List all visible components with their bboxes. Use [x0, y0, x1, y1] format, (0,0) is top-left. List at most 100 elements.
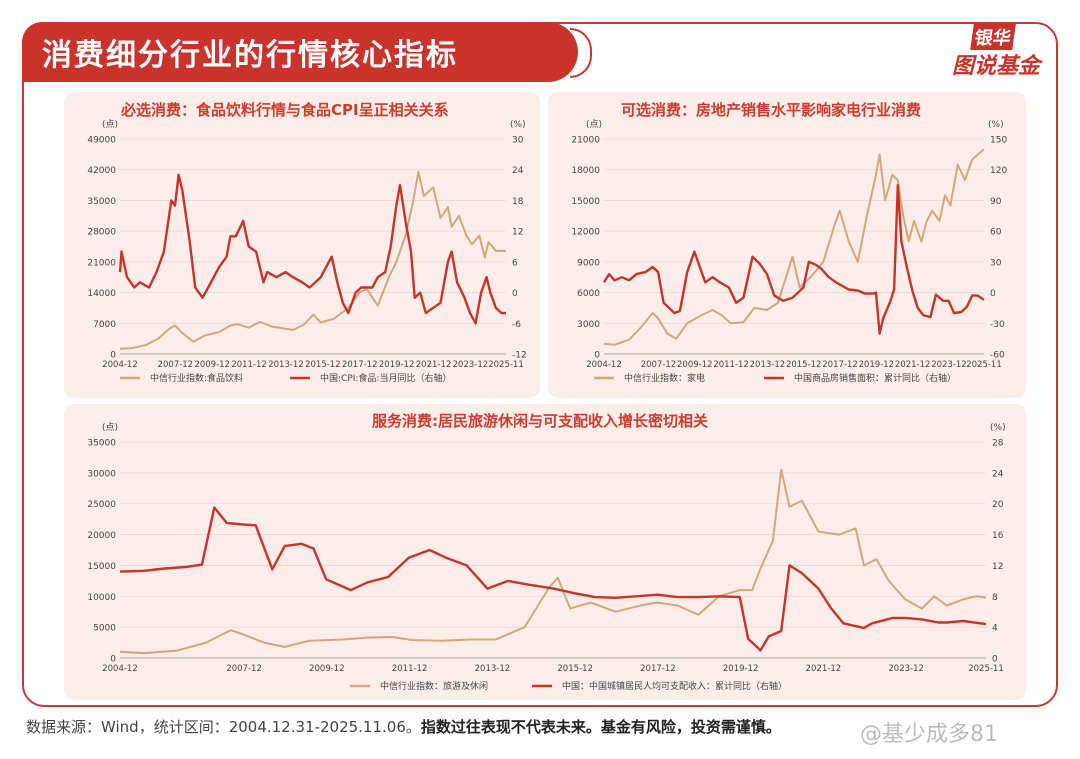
y-tick-label: 21000 — [87, 258, 116, 268]
y2-tick-label: 0 — [992, 655, 998, 665]
x-tick-label: 2009-12 — [309, 664, 345, 674]
y-tick-label: 0 — [110, 351, 116, 361]
y-axis-unit: (点) — [102, 119, 118, 130]
y2-tick-label: 24 — [992, 469, 1004, 479]
chart-title-services: 服务消费:居民旅游休闲与可支配收入增长密切相关 — [372, 412, 709, 430]
x-tick-label: 2019-12 — [723, 664, 759, 674]
y2-tick-label: 6 — [512, 258, 518, 268]
x-tick-label: 2007-12 — [641, 360, 677, 370]
y2-tick-label: 20 — [992, 500, 1004, 510]
y-tick-label: 10000 — [87, 593, 116, 603]
y2-tick-label: 16 — [992, 531, 1004, 541]
y2-tick-label: 4 — [992, 624, 998, 634]
series-line-macro — [602, 183, 985, 335]
chart-panel-discretionary — [548, 92, 1026, 398]
y-tick-label: 7000 — [93, 320, 116, 330]
y-tick-label: 12000 — [571, 228, 600, 238]
x-tick-label: 2017-12 — [342, 360, 378, 370]
y2-tick-label: 90 — [990, 197, 1002, 207]
legend-label: 中信行业指数:食品饮料 — [150, 372, 243, 384]
x-tick-label: 2007-12 — [158, 360, 194, 370]
x-tick-label: 2013-12 — [475, 664, 511, 674]
title-banner — [22, 22, 578, 82]
x-tick-label: 2021-12 — [895, 360, 931, 370]
y-tick-label: 20000 — [87, 531, 116, 541]
x-tick-label: 2023-12 — [931, 360, 967, 370]
x-tick-label: 2019-12 — [379, 360, 415, 370]
brand-logo-bottom: 图说基金 — [952, 54, 1041, 79]
chart-panel-staples — [64, 92, 540, 398]
y2-tick-label: 60 — [990, 228, 1002, 238]
y-tick-label: 49000 — [87, 136, 116, 146]
y2-tick-label: 30 — [512, 136, 524, 146]
x-tick-label: 2004-12 — [102, 360, 138, 370]
page-title: 消费细分行业的行情核心指标 — [42, 38, 458, 73]
brand-logo-top: 银华 — [970, 24, 1016, 50]
y2-axis-unit: (%) — [990, 423, 1006, 433]
y-tick-label: 21000 — [571, 136, 600, 146]
y-tick-label: 28000 — [87, 228, 116, 238]
y-tick-label: 0 — [594, 351, 600, 361]
legend-label: 中国：中国城镇居民人均可支配收入：累计同比（右轴） — [562, 680, 787, 692]
y2-tick-label: 12 — [992, 562, 1003, 572]
legend-label: 中信行业指数：旅游及休闲 — [380, 680, 488, 692]
y2-tick-label: 150 — [990, 136, 1007, 146]
y2-axis-unit: (%) — [510, 120, 526, 130]
y2-tick-label: 120 — [990, 166, 1007, 176]
x-tick-label: 2011-12 — [713, 360, 749, 370]
footer-note: 数据来源：Wind，统计区间：2004.12.31-2025.11.06。指数过… — [26, 716, 781, 737]
series-line-macro — [118, 173, 506, 325]
x-tick-label: 2009-12 — [677, 360, 713, 370]
x-tick-label: 2017-12 — [640, 664, 676, 674]
footer-disclaimer: 指数过往表现不代表未来。基金有风险，投资需谨慎。 — [420, 718, 781, 736]
x-tick-label: 2019-12 — [859, 360, 895, 370]
x-tick-label: 2023-12 — [888, 664, 924, 674]
y-tick-label: 18000 — [571, 166, 600, 176]
footer-source: 数据来源：Wind，统计区间：2004.12.31-2025.11.06。 — [26, 718, 421, 736]
x-tick-label: 2011-12 — [231, 360, 267, 370]
y-tick-label: 15000 — [571, 197, 600, 207]
x-tick-label: 2023-12 — [453, 360, 489, 370]
y2-tick-label: 24 — [512, 166, 524, 176]
chart-panel-services — [64, 404, 1026, 700]
y-tick-label: 3000 — [577, 320, 600, 330]
y2-axis-unit: (%) — [988, 120, 1004, 130]
x-tick-label: 2021-12 — [416, 360, 452, 370]
y-tick-label: 15000 — [87, 562, 116, 572]
y-tick-label: 0 — [110, 655, 116, 665]
y2-tick-label: -60 — [990, 351, 1005, 361]
x-tick-label: 2015-12 — [557, 664, 593, 674]
y-tick-label: 6000 — [577, 289, 600, 299]
y-tick-label: 30000 — [87, 469, 116, 479]
x-tick-label: 2004-12 — [586, 360, 622, 370]
x-tick-label: 2025-11 — [966, 360, 1002, 370]
y2-tick-label: 8 — [992, 593, 998, 603]
y-tick-label: 9000 — [577, 258, 600, 268]
x-tick-label: 2007-12 — [226, 664, 262, 674]
legend-label: 中信行业指数：家电 — [624, 372, 705, 384]
y-tick-label: 14000 — [87, 289, 116, 299]
x-tick-label: 2004-12 — [102, 664, 138, 674]
y2-tick-label: 28 — [992, 439, 1004, 449]
series-line-index — [119, 468, 987, 655]
y-tick-label: 35000 — [87, 197, 116, 207]
brand-logo: 银华 图说基金 — [950, 24, 1055, 79]
y2-tick-label: 0 — [990, 289, 996, 299]
y-tick-label: 5000 — [93, 624, 116, 634]
x-tick-label: 2015-12 — [786, 360, 822, 370]
y2-tick-label: 12 — [512, 228, 523, 238]
y-axis-unit: (点) — [586, 119, 602, 130]
x-tick-label: 2011-12 — [392, 664, 428, 674]
y2-tick-label: -30 — [990, 320, 1005, 330]
series-line-macro — [119, 506, 987, 652]
y2-tick-label: -6 — [512, 320, 521, 330]
series-line-index — [603, 148, 985, 346]
x-tick-label: 2015-12 — [305, 360, 341, 370]
chart-title-staples: 必选消费：食品饮料行情与食品CPI呈正相关关系 — [121, 101, 449, 119]
x-tick-label: 2009-12 — [194, 360, 230, 370]
watermark: @基少成多81 — [860, 722, 998, 747]
chart-services: 35000 28 30000 24 25000 20 20000 16 15000 12 10000… — [87, 422, 1006, 692]
x-tick-label: 2017-12 — [822, 360, 858, 370]
x-tick-label: 2025-11 — [968, 664, 1004, 674]
x-tick-label: 2013-12 — [750, 360, 786, 370]
